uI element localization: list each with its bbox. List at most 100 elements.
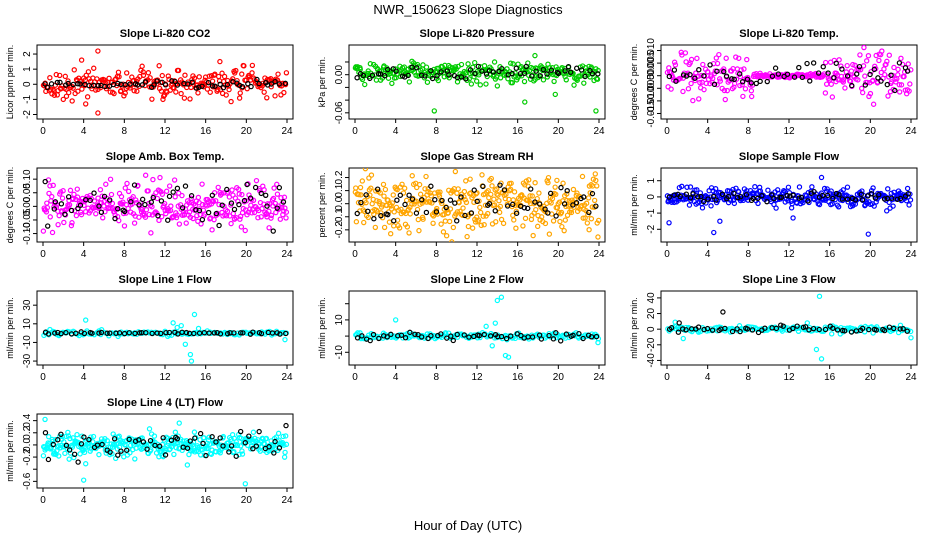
data-point xyxy=(196,330,203,336)
data-point xyxy=(557,218,563,225)
data-point xyxy=(833,190,839,197)
data-point xyxy=(158,330,164,337)
data-point xyxy=(885,186,891,192)
data-point xyxy=(136,202,142,208)
x-tick-label: 12 xyxy=(159,249,171,260)
data-point xyxy=(374,186,381,192)
data-point xyxy=(593,203,599,209)
data-point xyxy=(701,198,707,205)
y-tick-label: 1 xyxy=(646,177,657,183)
data-point xyxy=(111,436,118,442)
data-point xyxy=(54,92,60,98)
data-point xyxy=(839,196,846,202)
data-point xyxy=(428,68,434,74)
data-point xyxy=(268,212,275,219)
data-point xyxy=(226,449,232,455)
data-point xyxy=(121,330,128,337)
x-tick-label: 12 xyxy=(159,126,171,137)
data-point xyxy=(158,198,165,204)
data-point xyxy=(213,439,219,445)
x-tick-label: 4 xyxy=(81,249,87,260)
data-point xyxy=(251,209,258,216)
data-point xyxy=(98,329,105,336)
data-point xyxy=(548,67,555,73)
y-axis-label: ml/min per min. xyxy=(629,174,639,236)
data-point xyxy=(216,201,222,208)
data-point xyxy=(53,71,59,78)
data-point xyxy=(47,75,53,81)
y-tick-label: 10 xyxy=(22,318,33,330)
data-point xyxy=(906,88,912,94)
data-point xyxy=(378,210,384,216)
data-point xyxy=(724,87,730,94)
data-point xyxy=(479,172,485,178)
data-point xyxy=(908,67,914,73)
data-point xyxy=(733,54,739,60)
data-point xyxy=(249,70,255,76)
data-point xyxy=(91,190,97,196)
data-point xyxy=(423,209,430,216)
data-point xyxy=(162,452,169,458)
data-point xyxy=(848,329,855,335)
data-point-outlier xyxy=(676,320,682,326)
data-point-outlier xyxy=(865,231,872,237)
data-point xyxy=(438,221,444,227)
x-tick-label: 24 xyxy=(281,126,293,137)
data-point xyxy=(568,209,575,216)
y-tick-label: 0.2 xyxy=(334,170,345,184)
data-point xyxy=(438,69,444,75)
data-point xyxy=(472,70,478,77)
data-point xyxy=(247,195,254,201)
data-point xyxy=(469,225,476,231)
data-point xyxy=(458,61,465,68)
data-point xyxy=(716,51,722,58)
data-point xyxy=(871,66,877,73)
data-point xyxy=(60,188,66,194)
data-point xyxy=(170,189,176,195)
data-point xyxy=(224,81,231,88)
data-point xyxy=(791,74,798,80)
data-point xyxy=(163,188,170,194)
data-point xyxy=(540,66,547,73)
data-point xyxy=(428,193,434,199)
data-point xyxy=(166,183,173,189)
data-point xyxy=(179,205,186,211)
data-point xyxy=(508,180,514,186)
data-point xyxy=(490,69,497,75)
data-point xyxy=(124,180,130,187)
data-point-outlier xyxy=(522,99,528,105)
data-point xyxy=(374,198,380,204)
data-point-outlier xyxy=(182,341,189,348)
data-point xyxy=(140,72,147,79)
data-point xyxy=(492,208,498,214)
data-point xyxy=(735,194,741,201)
data-point xyxy=(585,195,592,201)
data-point xyxy=(862,82,869,88)
data-point xyxy=(213,198,219,204)
data-point xyxy=(871,203,877,209)
points-layer xyxy=(40,172,290,236)
data-point xyxy=(388,203,394,209)
data-point xyxy=(115,452,121,458)
data-point xyxy=(690,191,696,197)
data-point xyxy=(195,194,202,201)
data-point xyxy=(49,193,55,200)
data-point xyxy=(376,198,382,205)
data-point xyxy=(148,230,154,236)
data-point xyxy=(414,65,420,71)
data-point xyxy=(154,78,160,84)
data-point xyxy=(488,191,494,198)
data-point xyxy=(595,234,601,240)
data-point xyxy=(422,73,428,79)
data-point xyxy=(191,75,198,81)
data-point xyxy=(187,438,193,444)
data-point xyxy=(199,216,206,223)
data-point xyxy=(362,81,368,88)
data-point xyxy=(562,217,569,223)
data-point xyxy=(196,74,202,80)
data-point xyxy=(270,228,276,234)
data-point xyxy=(759,192,765,199)
data-point xyxy=(471,187,477,193)
data-point xyxy=(752,184,758,190)
